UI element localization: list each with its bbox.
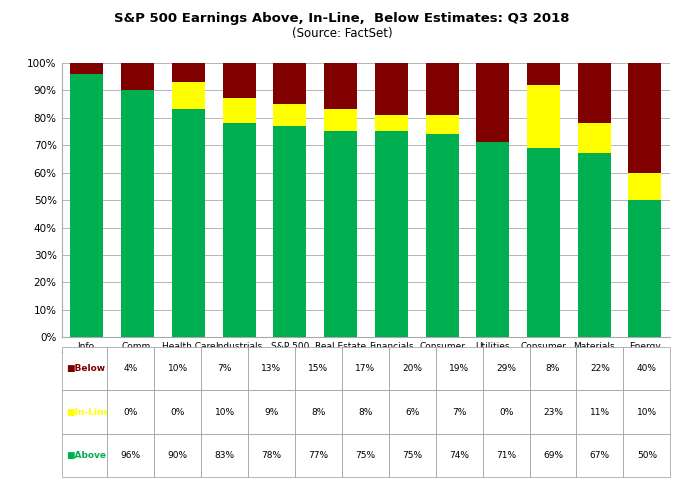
- Bar: [527, 85, 560, 148]
- Bar: [629, 200, 661, 337]
- Bar: [476, 142, 510, 337]
- Bar: [222, 123, 256, 337]
- Bar: [629, 63, 661, 173]
- Bar: [70, 74, 103, 337]
- Bar: [425, 134, 458, 337]
- Bar: [578, 153, 611, 337]
- Bar: [425, 115, 458, 134]
- Bar: [375, 60, 408, 115]
- Bar: [425, 63, 458, 115]
- Bar: [578, 63, 611, 123]
- Bar: [222, 63, 256, 98]
- Bar: [324, 132, 357, 337]
- Bar: [172, 63, 205, 82]
- Bar: [70, 63, 103, 74]
- Bar: [476, 63, 510, 142]
- Bar: [324, 63, 357, 109]
- Bar: [578, 123, 611, 153]
- Bar: [375, 115, 408, 132]
- Bar: [527, 148, 560, 337]
- Text: S&P 500 Earnings Above, In-Line,  Below Estimates: Q3 2018: S&P 500 Earnings Above, In-Line, Below E…: [114, 12, 570, 25]
- Bar: [274, 63, 306, 104]
- Bar: [527, 63, 560, 85]
- Text: (Source: FactSet): (Source: FactSet): [291, 27, 393, 40]
- Bar: [274, 104, 306, 126]
- Bar: [629, 173, 661, 200]
- Bar: [375, 132, 408, 337]
- Bar: [121, 90, 154, 337]
- Bar: [172, 109, 205, 337]
- Bar: [274, 126, 306, 337]
- Bar: [172, 82, 205, 109]
- Bar: [222, 98, 256, 123]
- Bar: [324, 109, 357, 132]
- Bar: [121, 63, 154, 90]
